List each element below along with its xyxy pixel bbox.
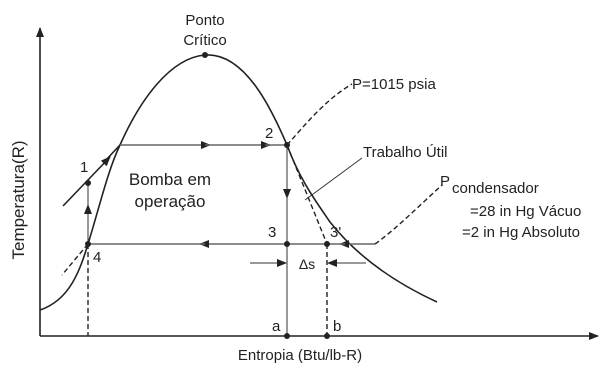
title: Crítico bbox=[183, 32, 226, 49]
annotation: Trabalho Útil bbox=[363, 144, 447, 161]
point bbox=[324, 241, 330, 247]
point bbox=[284, 333, 290, 339]
point-label: 1 bbox=[80, 159, 88, 176]
point bbox=[324, 333, 330, 339]
annotation: =28 in Hg Vácuo bbox=[470, 203, 581, 220]
point-label: 2 bbox=[265, 125, 273, 142]
isobar-low bbox=[61, 243, 89, 276]
heating-line bbox=[104, 144, 121, 162]
point-label: a bbox=[272, 318, 281, 335]
point-label: 3' bbox=[330, 224, 341, 241]
annotation: operação bbox=[135, 192, 206, 211]
real-expansion bbox=[286, 144, 328, 245]
y-axis-label: Temperatura(R) bbox=[9, 140, 28, 259]
isobar-condenser bbox=[374, 184, 443, 245]
point bbox=[85, 241, 91, 247]
saturation-dome bbox=[39, 54, 438, 311]
isobar-high bbox=[286, 83, 353, 146]
annotation: P bbox=[440, 173, 450, 190]
x-axis-label: Entropia (Btu/lb-R) bbox=[238, 347, 362, 364]
annotation: condensador bbox=[452, 180, 539, 197]
title: Ponto bbox=[185, 12, 224, 29]
point-label: 3 bbox=[268, 224, 276, 241]
point bbox=[85, 180, 91, 186]
point-label: 4 bbox=[93, 249, 101, 266]
point bbox=[284, 241, 290, 247]
annotation: Δs bbox=[299, 256, 315, 272]
point bbox=[284, 142, 290, 148]
annotation: P=1015 psia bbox=[352, 76, 436, 93]
point bbox=[202, 52, 208, 58]
points bbox=[85, 52, 330, 339]
leader-line bbox=[304, 157, 363, 201]
annotation: =2 in Hg Absoluto bbox=[462, 224, 580, 241]
annotation: Bomba em bbox=[129, 170, 211, 189]
point-label: b bbox=[333, 318, 341, 335]
